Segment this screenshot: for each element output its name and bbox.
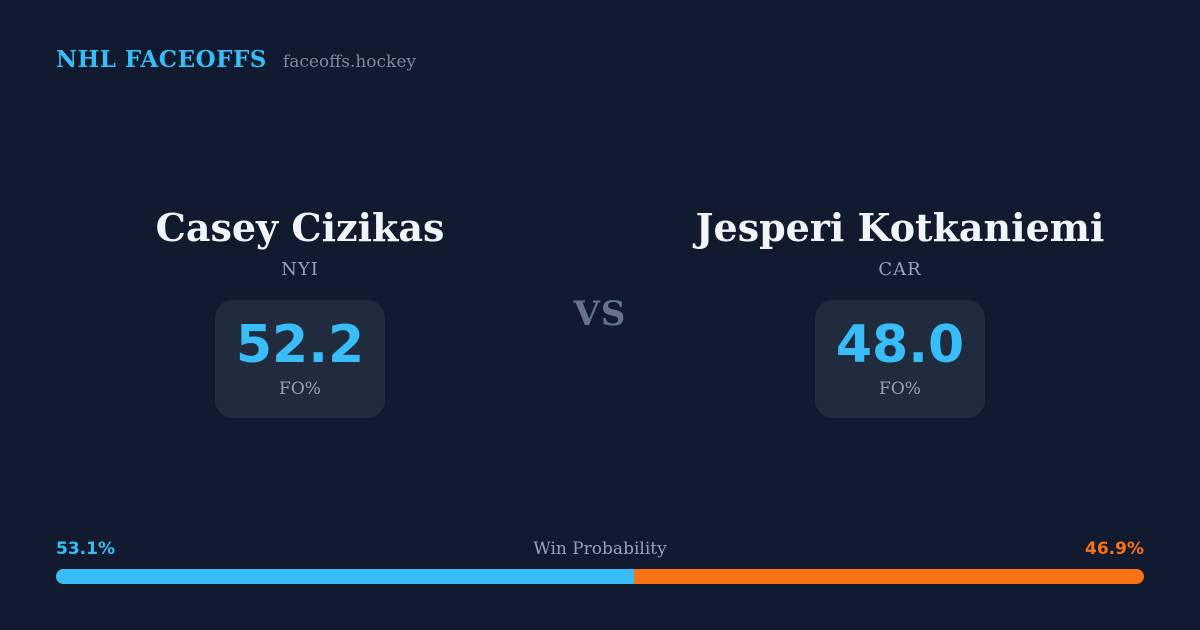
win-prob-fill-left	[56, 569, 634, 584]
player-card-left: Casey Cizikas NYI 52.2 FO%	[56, 206, 544, 418]
stat-label: FO%	[879, 378, 921, 399]
player-card-right: Jesperi Kotkaniemi CAR 48.0 FO%	[656, 206, 1144, 418]
player-team: CAR	[878, 258, 922, 280]
win-probability-section: 53.1% Win Probability 46.9%	[56, 539, 1144, 584]
win-prob-title: Win Probability	[533, 539, 667, 559]
win-prob-bar	[56, 569, 1144, 584]
win-prob-right-pct: 46.9%	[1085, 539, 1144, 559]
win-probability-labels: 53.1% Win Probability 46.9%	[56, 539, 1144, 559]
header: NHL FACEOFFS faceoffs.hockey	[56, 46, 416, 73]
player-name: Casey Cizikas	[155, 205, 445, 250]
stat-value: 48.0	[835, 314, 965, 375]
player-team: NYI	[281, 258, 319, 280]
player-name: Jesperi Kotkaniemi	[695, 205, 1105, 250]
site-url: faceoffs.hockey	[282, 52, 417, 72]
stat-box: 48.0 FO%	[815, 299, 985, 418]
brand-logo: NHL FACEOFFS	[56, 46, 267, 73]
vs-label: VS	[573, 294, 627, 334]
stat-box: 52.2 FO%	[215, 299, 385, 418]
stat-value: 52.2	[235, 314, 365, 375]
stat-label: FO%	[279, 378, 321, 399]
win-prob-left-pct: 53.1%	[56, 539, 115, 559]
